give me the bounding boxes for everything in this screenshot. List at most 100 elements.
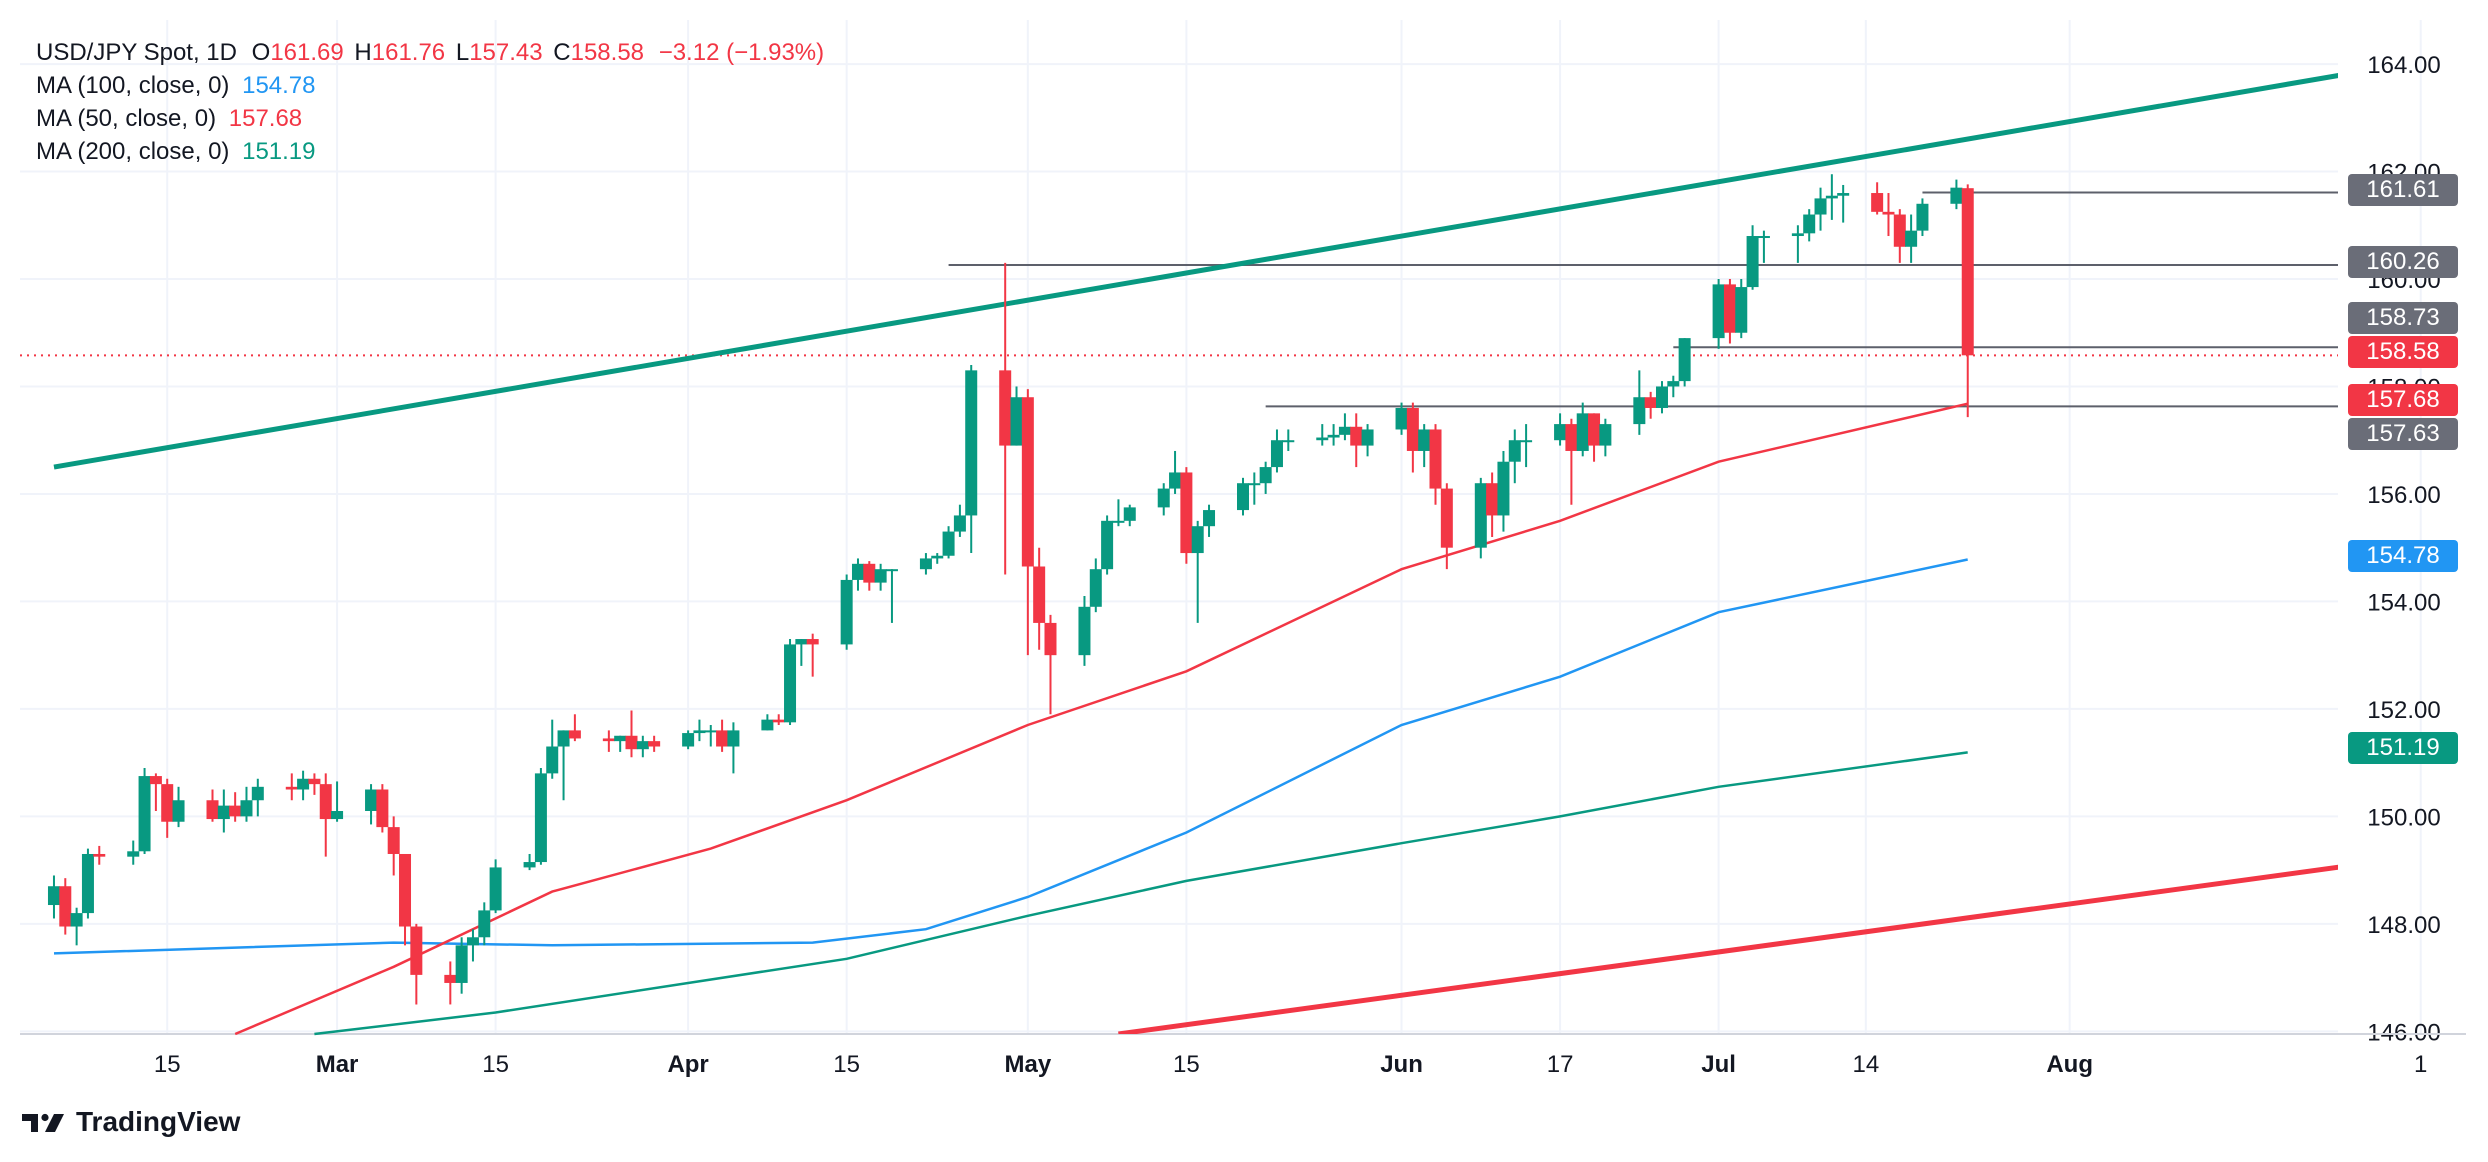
candle <box>1429 424 1442 505</box>
candle-body <box>1327 434 1340 438</box>
candle <box>1599 418 1612 457</box>
candle <box>1916 198 1929 237</box>
price-tag-ma200: 151.19 <box>2348 732 2458 764</box>
candle-body <box>953 515 966 532</box>
candle <box>1338 413 1351 441</box>
candle <box>1554 413 1567 446</box>
candle <box>1316 424 1329 446</box>
candle-body <box>1961 188 1974 356</box>
legend-ma100-value: 154.78 <box>242 72 316 99</box>
candle <box>1237 477 1249 516</box>
candle-body <box>919 558 932 570</box>
candle-body <box>557 730 570 747</box>
price-tag-ma100: 154.78 <box>2348 540 2458 572</box>
candle-body <box>1644 397 1657 408</box>
x-tick-label: 15 <box>1173 1051 1200 1078</box>
candle <box>1440 483 1453 570</box>
candle-body <box>1180 472 1193 554</box>
candle <box>478 902 491 946</box>
candle-body <box>1395 407 1408 430</box>
candle-body <box>1044 622 1057 656</box>
candle <box>1893 209 1906 263</box>
candle-body <box>1203 510 1216 527</box>
candle <box>1486 472 1499 537</box>
candle <box>636 735 649 758</box>
candle <box>1588 413 1601 462</box>
candle-body <box>149 776 162 785</box>
candle-body <box>874 569 887 583</box>
candle <box>1735 279 1748 339</box>
brand-name: TradingView <box>76 1106 241 1137</box>
x-tick-label: Apr <box>667 1051 708 1078</box>
candle-body <box>1712 284 1725 339</box>
candle-body <box>489 867 502 911</box>
candle <box>546 719 559 779</box>
candle-body <box>466 937 479 946</box>
candle-body <box>1871 193 1884 212</box>
x-tick-label: Aug <box>2046 1051 2093 1078</box>
candle-body <box>1791 233 1804 237</box>
moving-average-line <box>234 402 1968 1036</box>
candle-body <box>1316 437 1329 441</box>
candle <box>206 789 219 822</box>
candle <box>1418 424 1431 468</box>
candle <box>93 845 106 865</box>
candle <box>625 710 638 758</box>
candle <box>229 792 242 822</box>
candle-body <box>1508 440 1521 462</box>
candle-body <box>285 786 298 790</box>
candle <box>885 569 898 623</box>
candle <box>240 786 253 822</box>
candle <box>1203 504 1216 537</box>
chart-legend: USD/JPY Spot, 1D O161.69 H161.76 L157.43… <box>36 36 824 168</box>
legend-open-value: 161.69 <box>270 39 344 66</box>
candle-body <box>1089 569 1102 607</box>
candle-body <box>138 776 151 852</box>
candle-body <box>625 735 638 750</box>
candle <box>1327 424 1340 446</box>
candle <box>874 563 887 591</box>
candle <box>285 773 298 801</box>
candle <box>1961 184 1974 418</box>
candle-body <box>1667 381 1680 387</box>
tradingview-logo-icon <box>22 1113 64 1132</box>
candle <box>1180 467 1193 564</box>
candle-body <box>1723 284 1736 333</box>
candle <box>1406 402 1419 473</box>
candle-body <box>1418 429 1431 451</box>
candle <box>1791 225 1804 263</box>
x-tick-label: 1 <box>2414 1051 2427 1078</box>
candle <box>784 639 797 726</box>
candle <box>331 781 344 822</box>
candle <box>602 730 615 752</box>
candle <box>251 778 264 817</box>
candle-body <box>693 730 706 734</box>
candle-body <box>636 741 649 750</box>
trendline <box>53 73 2338 470</box>
tradingview-brand[interactable]: TradingView <box>20 1106 240 1138</box>
candle <box>840 574 853 650</box>
candle-body <box>942 531 955 556</box>
candle-body <box>863 563 876 583</box>
candle <box>1950 179 1963 210</box>
candle-body <box>59 886 72 927</box>
candle-body <box>1520 440 1533 443</box>
candle <box>806 633 819 677</box>
candle <box>727 722 740 774</box>
candle-body <box>840 579 853 645</box>
candle <box>376 784 389 833</box>
candle-body <box>682 733 695 747</box>
legend-ohlc-row: USD/JPY Spot, 1D O161.69 H161.76 L157.43… <box>36 36 824 69</box>
candle-body <box>1101 520 1114 570</box>
candle-body <box>478 910 491 938</box>
candle-body <box>602 738 615 742</box>
candle <box>1044 614 1057 715</box>
candle-body <box>47 886 60 906</box>
candle-body <box>806 639 819 645</box>
x-tick-label: May <box>1004 1051 1051 1078</box>
candle <box>1723 279 1736 344</box>
candle <box>1644 391 1657 419</box>
legend-close-value: 158.58 <box>570 39 645 66</box>
legend-low-value: 157.43 <box>469 39 543 66</box>
